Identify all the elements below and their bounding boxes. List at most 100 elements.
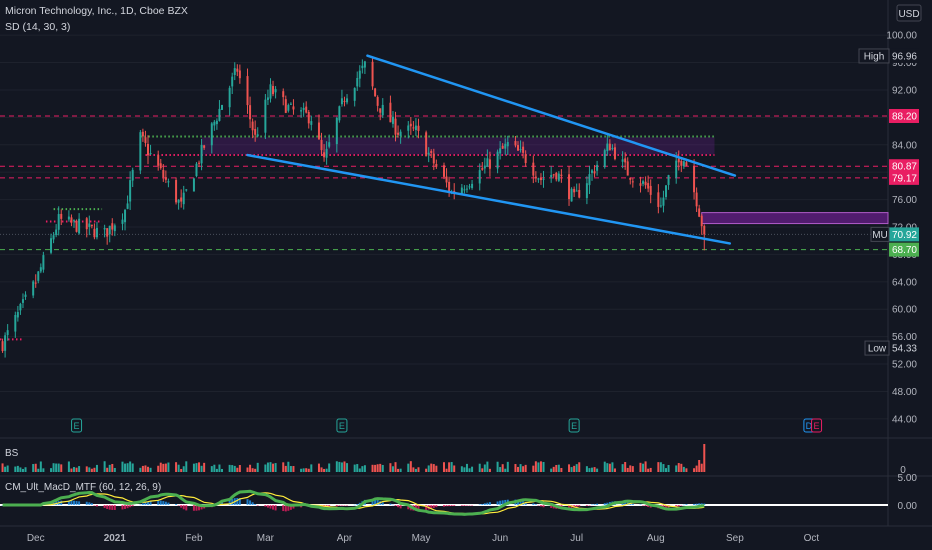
volume-bar (649, 467, 652, 472)
macd-histogram-bar (501, 500, 504, 505)
trendline[interactable] (246, 153, 732, 245)
macd-histogram-bar (534, 504, 537, 505)
macd-histogram-bar (374, 499, 377, 505)
candle-body (435, 164, 438, 167)
earnings-event-icon[interactable]: E (71, 418, 83, 433)
candle-body (443, 165, 445, 177)
last-price-badge[interactable]: 70.92 MU (870, 226, 919, 242)
currency-badge[interactable]: USD (896, 4, 922, 22)
candle-body (626, 161, 629, 176)
macd-histogram-bar (700, 503, 703, 505)
macd-histogram-bar (162, 501, 165, 505)
macd-histogram-bar (164, 501, 167, 505)
earnings-event-icon[interactable]: E (568, 418, 580, 433)
candle-body (228, 87, 231, 108)
volume-bar (90, 468, 93, 472)
price-level-badge[interactable]: 80.87 (889, 159, 919, 174)
candle-body (254, 128, 257, 135)
candle-body (182, 192, 185, 205)
earnings-event-icon[interactable]: E (336, 418, 348, 433)
demand-zone[interactable] (701, 212, 889, 225)
volume-bar (585, 466, 588, 472)
volume-bar (409, 461, 412, 472)
macd-histogram-bar (353, 504, 356, 506)
volume-bar (218, 464, 221, 472)
candle-body (192, 178, 195, 192)
candle-body (88, 223, 91, 228)
price-level-badge[interactable]: 88.20 (889, 108, 919, 123)
macd-histogram-bar (356, 503, 359, 505)
macd-histogram-bar (246, 499, 249, 505)
macd-histogram-bar (67, 500, 70, 505)
volume-bar (412, 467, 415, 472)
volume-bar (175, 462, 178, 472)
trendline[interactable] (366, 54, 737, 177)
candle-body (399, 131, 402, 136)
candle-body (629, 177, 632, 180)
candle-body (335, 117, 338, 145)
svg-text:96.96: 96.96 (892, 51, 917, 62)
macd-histogram-bar (284, 505, 287, 512)
volume-bar (427, 465, 430, 472)
time-tick-label: Apr (337, 533, 353, 544)
price-level-badge[interactable]: 79.17 (889, 170, 919, 185)
volume-bar (677, 463, 680, 472)
candle-body (113, 225, 116, 232)
high-badge[interactable]: 96.96 High (858, 48, 919, 64)
candle-body (144, 137, 147, 143)
candle-body (644, 181, 647, 186)
candle-body (698, 208, 701, 217)
candle-body (356, 78, 359, 87)
candle-body (164, 177, 167, 180)
macd-histogram-bar (537, 505, 540, 506)
volume-bar (221, 468, 223, 472)
time-tick-label: Dec (27, 533, 45, 544)
candle-body (478, 170, 481, 184)
macd-histogram-bar (517, 500, 519, 505)
candle-body (695, 192, 698, 207)
macd-histogram-bar (695, 503, 698, 505)
candle-body (361, 65, 364, 69)
candle-body (4, 335, 7, 351)
volume-bar (552, 466, 555, 472)
macd-histogram-bar (124, 505, 127, 509)
macd-histogram-bar (682, 504, 685, 506)
volume-bar (198, 462, 201, 472)
volume-bar (394, 462, 397, 472)
macd-histogram-bar (463, 505, 466, 506)
volume-bar (363, 465, 366, 472)
candle-body (180, 197, 183, 202)
price-level-badge[interactable]: 68.70 (889, 242, 919, 257)
macd-histogram-bar (593, 504, 596, 505)
low-badge[interactable]: 54.33 Low (864, 340, 919, 356)
candle-body (358, 70, 361, 79)
candle-body (481, 168, 484, 170)
macd-histogram-bar (389, 503, 392, 505)
macd-histogram-bar (93, 505, 96, 506)
macd-histogram-bar (228, 500, 231, 505)
svg-text:70.92: 70.92 (892, 230, 917, 241)
volume-bar (499, 467, 502, 472)
candle-body (292, 106, 295, 110)
macd-histogram-bar (468, 505, 471, 506)
volume-bar (42, 468, 45, 472)
volume-bar (647, 468, 650, 472)
candle-body (131, 169, 134, 181)
price-tick-label: 96.00 (892, 58, 917, 69)
macd-histogram-bar (121, 505, 124, 510)
earnings-event-icon[interactable]: E (811, 418, 823, 433)
macd-histogram-bar (95, 505, 98, 507)
candle-body (78, 218, 81, 234)
candle-body (159, 163, 162, 169)
macd-histogram-bar (106, 505, 109, 509)
candle-body (272, 86, 275, 95)
candle-body (57, 214, 60, 230)
macd-histogram-bar (231, 499, 234, 505)
volume-bar (682, 466, 685, 472)
candle-body (269, 84, 272, 99)
volume-bar (287, 461, 290, 472)
candle-body (111, 223, 114, 230)
candle-body (578, 189, 581, 198)
candle-body (552, 174, 555, 176)
